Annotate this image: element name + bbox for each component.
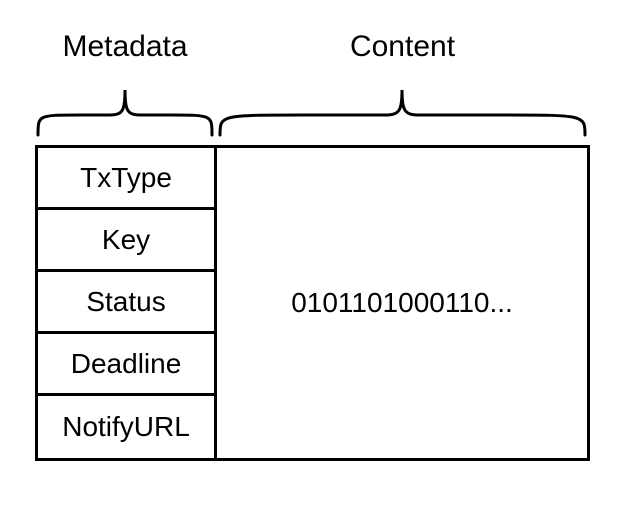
header-labels: Metadata Content	[35, 30, 590, 70]
content-brace-icon	[215, 70, 590, 145]
metadata-cell-notifyurl: NotifyURL	[38, 396, 214, 458]
data-structure-diagram: Metadata Content TxType Key Status Deadl…	[35, 30, 590, 461]
metadata-cell-deadline: Deadline	[38, 334, 214, 396]
metadata-brace-icon	[35, 70, 215, 145]
structure-table: TxType Key Status Deadline NotifyURL 010…	[35, 145, 590, 461]
metadata-cell-txtype: TxType	[38, 148, 214, 210]
braces-row	[35, 70, 590, 145]
metadata-cell-status: Status	[38, 272, 214, 334]
metadata-cell-key: Key	[38, 210, 214, 272]
content-value: 0101101000110...	[291, 287, 513, 319]
metadata-header-label: Metadata	[35, 30, 215, 64]
content-column: 0101101000110...	[217, 148, 587, 458]
metadata-column: TxType Key Status Deadline NotifyURL	[38, 148, 217, 458]
content-header-label: Content	[215, 30, 590, 64]
